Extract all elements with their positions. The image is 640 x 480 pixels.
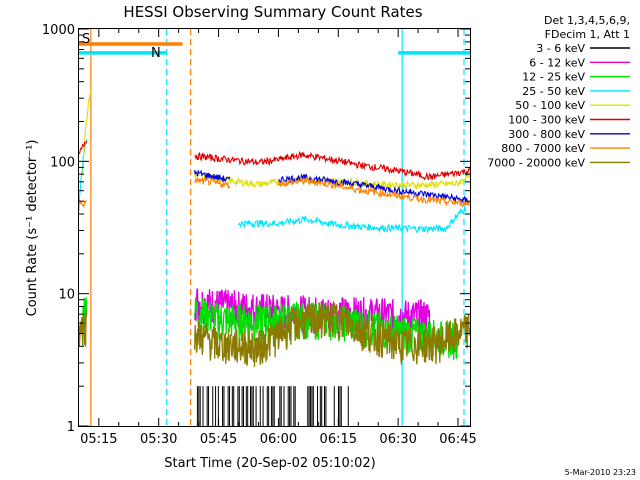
y-axis-label: Count Rate (s⁻¹ detector⁻¹) [25, 140, 40, 317]
series-line [193, 297, 459, 360]
series-line [194, 169, 231, 183]
x-tick-label: 05:15 [80, 432, 117, 447]
series-line [194, 176, 231, 189]
legend-label: 25 - 50 keV [522, 85, 585, 98]
y-tick-label: 1000 [42, 23, 75, 38]
series-line [78, 200, 87, 209]
legend-label: 6 - 12 keV [529, 56, 585, 69]
legend-header-line-2: FDecim 1, Att 1 [545, 28, 630, 41]
legend-header-line-1: Det 1,3,4,5,6,9, [544, 14, 630, 27]
legend-label: 3 - 6 keV [536, 42, 585, 55]
flag-label-S: S [82, 32, 90, 47]
series-line [194, 169, 471, 191]
x-axis: 05:15 05:30 05:45 06:00 06:15 06:30 06:45 [80, 29, 477, 447]
legend: Det 1,3,4,5,6,9, FDecim 1, Att 1 3 - 6 k… [487, 14, 630, 169]
flag-label-N: N [151, 46, 161, 61]
y-axis: 1 10 100 1000 [42, 23, 470, 435]
x-tick-label: 06:45 [439, 432, 476, 447]
series-line [238, 205, 467, 235]
legend-label: 7000 - 20000 keV [487, 156, 585, 169]
x-tick-label: 06:00 [260, 432, 297, 447]
series-line [194, 151, 471, 181]
legend-label: 100 - 300 keV [508, 114, 585, 127]
x-tick-label: 06:15 [320, 432, 357, 447]
series-line [193, 301, 471, 367]
y-tick-label: 1 [67, 420, 75, 435]
y-tick-label: 100 [50, 155, 75, 170]
series-line [277, 176, 470, 208]
series-line [82, 90, 92, 176]
y-tick-label: 10 [58, 288, 75, 303]
x-tick-label: 06:30 [379, 432, 416, 447]
series-line [78, 140, 88, 155]
x-axis-label: Start Time (20-Sep-02 05:10:02) [164, 456, 375, 471]
legend-label: 12 - 25 keV [522, 71, 585, 84]
plot-area: SN [78, 29, 471, 426]
legend-label: 50 - 100 keV [515, 99, 585, 112]
chart-title: HESSI Observing Summary Count Rates [123, 3, 422, 21]
legend-label: 800 - 7000 keV [501, 142, 585, 155]
legend-label: 300 - 800 keV [508, 128, 585, 141]
timestamp-label: 5-Mar-2010 23:23 [565, 468, 636, 477]
plot-frame [78, 28, 471, 427]
x-tick-label: 05:45 [200, 432, 237, 447]
x-tick-label: 05:30 [140, 432, 177, 447]
series-line [278, 173, 470, 205]
